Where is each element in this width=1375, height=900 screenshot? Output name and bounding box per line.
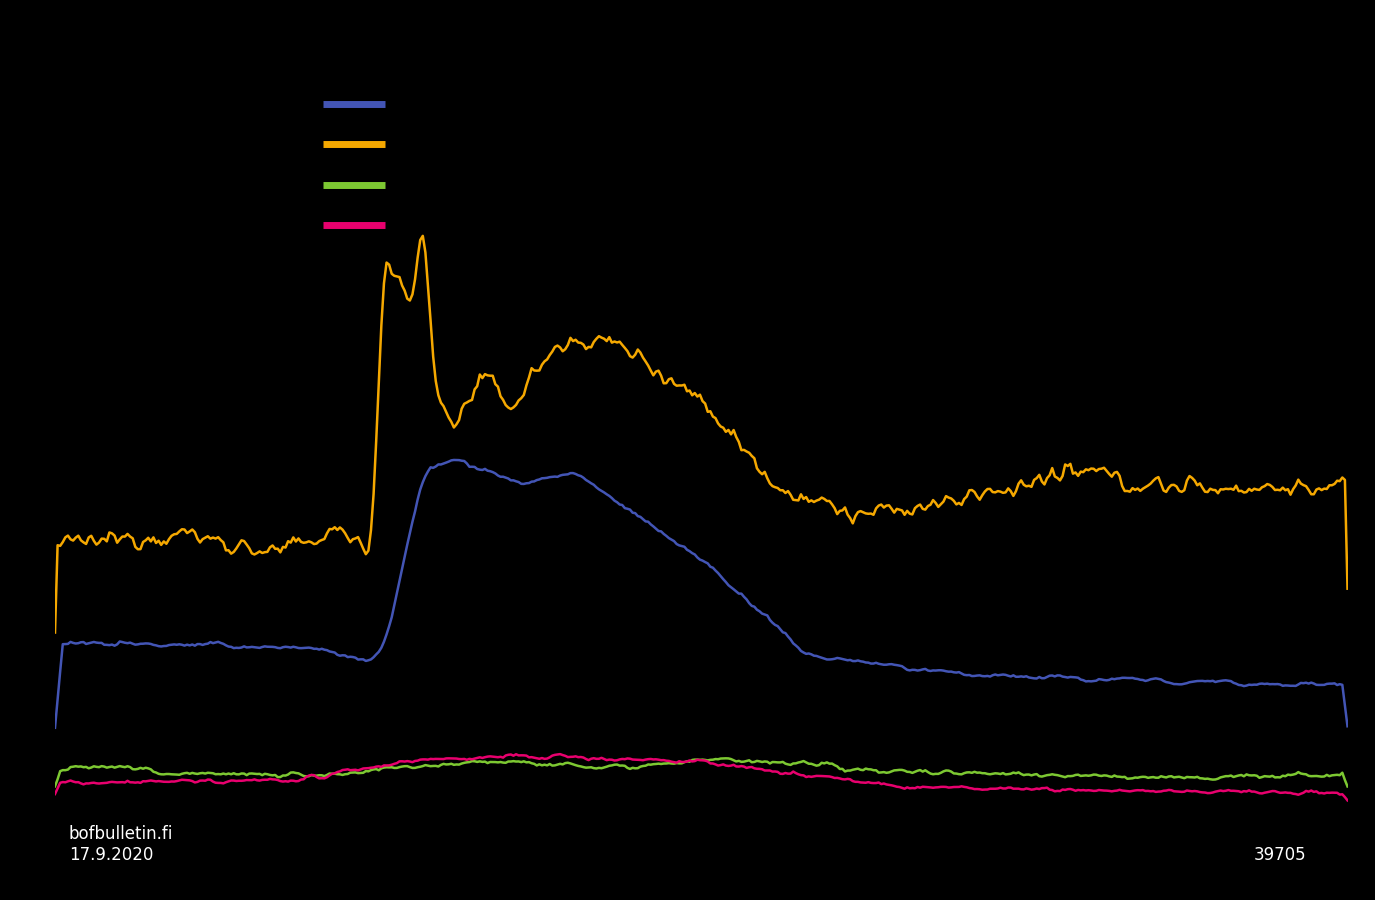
Text: 39705: 39705 <box>1254 846 1306 864</box>
Text: bofbulletin.fi
17.9.2020: bofbulletin.fi 17.9.2020 <box>69 825 173 864</box>
